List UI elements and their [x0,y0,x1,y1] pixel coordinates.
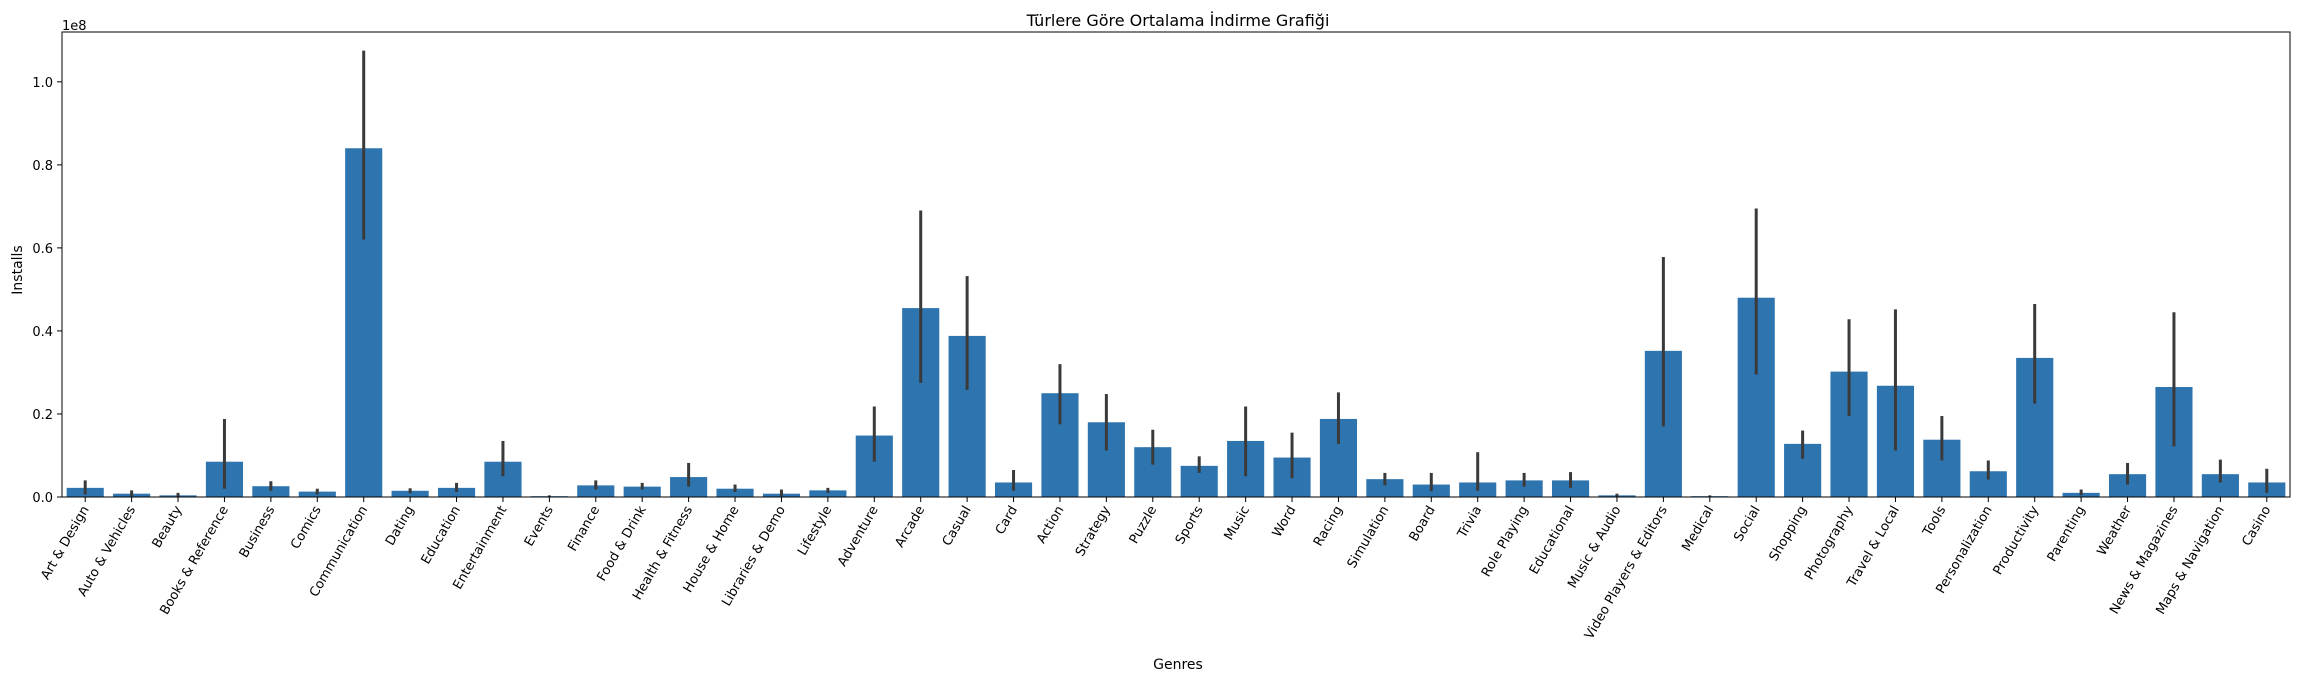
x-tick-label-action: Action [1034,504,1067,547]
y-tick-label: 0.8 [32,159,53,174]
bar-dating [391,490,429,497]
x-tick-label-adventure: Adventure [835,504,882,570]
bar-health-fitness [670,477,708,497]
x-tick-label-parenting: Parenting [2045,504,2089,565]
x-axis-label: Genres [1153,657,1203,673]
x-tick-label-weather: Weather [2095,503,2136,558]
x-tick-label-lifestyle: Lifestyle [795,504,835,559]
x-tick-label-card: Card [993,504,1021,538]
y-tick-label: 0.4 [32,325,53,340]
bar-role-playing [1505,480,1543,497]
y-axis-ticks: 0.0 0.2 0.4 0.6 0.8 1.0 [32,76,62,506]
x-tick-label-simulation: Simulation [1345,504,1393,571]
x-tick-label-board: Board [1407,504,1439,545]
x-tick-label-food-drink: Food & Drink [595,503,650,584]
x-tick-label-medical: Medical [1679,504,1717,555]
x-tick-label-art-design: Art & Design [38,504,92,583]
x-tick-label-comics: Comics [288,503,325,552]
bar-house-home [716,488,754,497]
x-tick-label-social: Social [1731,504,1763,545]
x-tick-label-productivity: Productivity [1991,503,2043,578]
bar-weather [2108,474,2147,497]
y-tick-label: 1.0 [32,76,53,91]
x-tick-label-strategy: Strategy [1073,503,1114,559]
bar-maps-navigation [2201,474,2239,497]
x-tick-label-music: Music [1222,504,1253,544]
x-tick-label-educational: Educational [1527,504,1578,578]
x-tick-label-events: Events [522,503,557,549]
y-tick-label: 0.0 [32,491,53,506]
bar-education [437,487,476,497]
x-tick-label-business: Business [237,503,279,560]
x-tick-label-arcade: Arcade [893,504,929,551]
bar-finance [577,485,615,497]
bars-group [66,148,2286,497]
x-tick-label-shopping: Shopping [1767,504,1811,564]
x-tick-label-role-playing: Role Playing [1479,504,1532,580]
x-tick-label-racing: Racing [1311,504,1346,550]
x-tick-label-puzzle: Puzzle [1127,504,1161,547]
bar-simulation [1366,479,1404,497]
y-tick-label: 0.6 [32,242,53,257]
x-tick-label-casino: Casino [2239,503,2274,548]
x-tick-label-beauty: Beauty [150,503,186,551]
x-tick-label-trivia: Trivia [1455,504,1486,542]
bar-business [252,486,290,497]
bar-educational [1551,480,1590,497]
errorbars-group [83,50,2269,497]
x-tick-label-photography: Photography [1802,503,1857,582]
bar-food-drink [623,486,661,497]
x-tick-label-casual: Casual [940,504,975,549]
x-tick-label-video-players-editors: Video Players & Editors [1582,503,1671,642]
y-axis-label: Installs [10,245,26,294]
plot-frame [61,31,2291,498]
x-tick-label-dating: Dating [383,504,418,549]
x-tick-label-finance: Finance [565,503,603,554]
bar-lifestyle [809,490,847,497]
chart-title: Türlere Göre Ortalama İndirme Grafiği [1026,11,1330,30]
y-offset-text: 1e8 [62,19,87,34]
x-tick-label-word: Word [1270,504,1300,540]
y-tick-label: 0.2 [32,408,53,423]
x-tick-label-education: Education [419,504,464,568]
x-tick-label-sports: Sports [1173,503,1207,547]
x-tick-label-tools: Tools [1920,503,1950,539]
